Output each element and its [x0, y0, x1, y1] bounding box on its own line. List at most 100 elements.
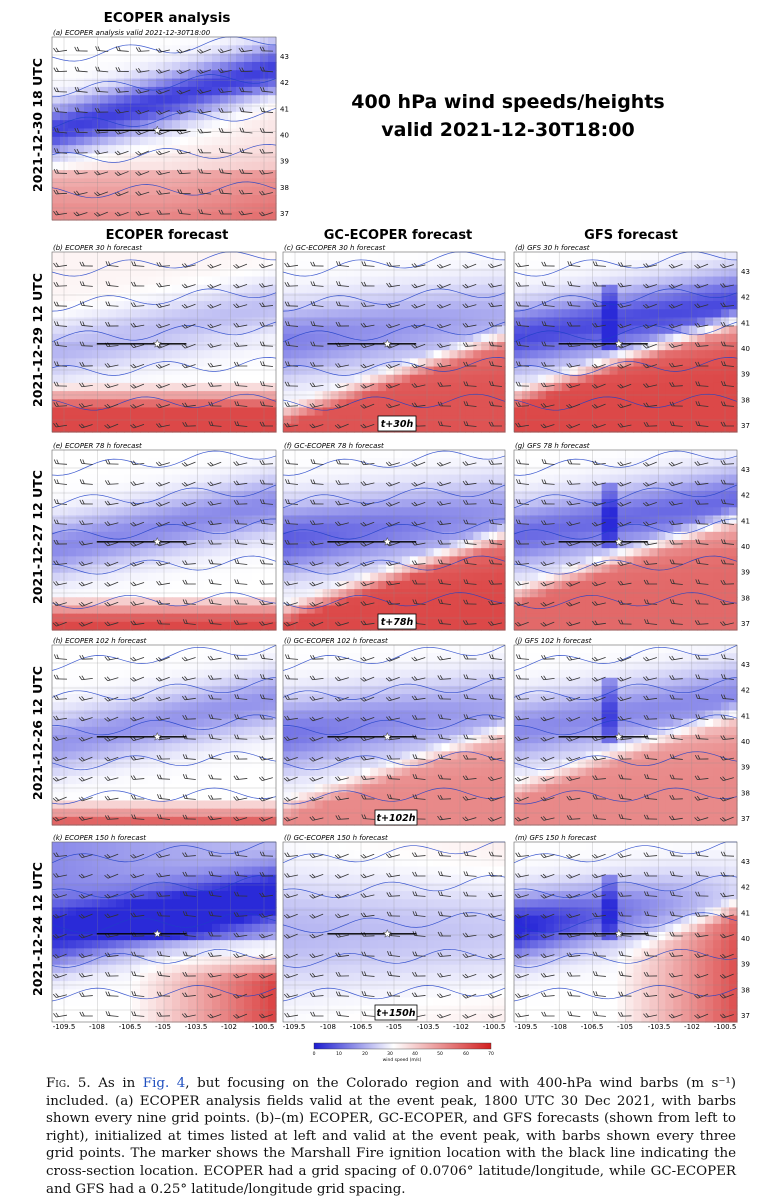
- lon-tick: -106.5: [119, 1023, 142, 1031]
- panel-label: (b) ECOPER 30 h forecast: [53, 244, 142, 252]
- colorbar-tick: 40: [412, 1051, 418, 1057]
- lat-tick: 42: [741, 884, 750, 892]
- panel-a-analysis: (a) ECOPER analysis valid 2021-12-30T18:…: [52, 29, 289, 221]
- panel-gc-1: (f) GC-ECOPER 78 h forecast: [283, 442, 506, 631]
- panel-label: (h) ECOPER 102 h forecast: [53, 637, 147, 645]
- lead-time-label-102h: t+102h: [376, 813, 415, 824]
- row-label-78h: 2021-12-27 12 UTC: [30, 470, 45, 604]
- lon-axis-col3: -109.5 -108 -106.5 -105 -103.5 -102 -100…: [515, 1023, 737, 1031]
- lon-tick: -106.5: [350, 1023, 373, 1031]
- row-label-30h: 2021-12-29 12 UTC: [30, 273, 45, 407]
- lon-tick: -105: [386, 1023, 402, 1031]
- panel-label: (a) ECOPER analysis valid 2021-12-30T18:…: [53, 29, 211, 37]
- lon-tick: -108: [551, 1023, 567, 1031]
- colorbar-label: wind speed (m/s): [383, 1057, 422, 1063]
- lead-time-box-150h: t+150h: [375, 1005, 417, 1020]
- caption-text-1: As in: [91, 1076, 143, 1091]
- lead-time-box-30h: t+30h: [378, 416, 416, 431]
- lon-tick: -102: [453, 1023, 469, 1031]
- colorbar-tick: 70: [488, 1051, 494, 1057]
- lat-tick: 40: [741, 738, 750, 746]
- colorbar: 0 10 20 30 40 50 60 70 wind speed (m/s): [313, 1043, 494, 1063]
- panel-gc-2: (i) GC-ECOPER 102 h forecast: [283, 637, 506, 826]
- lat-tick: 38: [280, 184, 289, 192]
- lat-tick: 40: [741, 345, 750, 353]
- lead-time-label-78h: t+78h: [381, 617, 414, 628]
- lon-tick: -103.5: [417, 1023, 440, 1031]
- lead-time-box-78h: t+78h: [378, 614, 416, 629]
- map-panels: (a) ECOPER analysis valid 2021-12-30T18:…: [52, 29, 750, 1023]
- lat-tick: 42: [741, 687, 750, 695]
- lat-tick: 43: [741, 661, 750, 669]
- caption-label: Fig. 5.: [46, 1076, 91, 1091]
- lon-tick: -105: [617, 1023, 633, 1031]
- panel-label: (e) ECOPER 78 h forecast: [53, 442, 142, 450]
- lat-tick: 37: [280, 210, 289, 218]
- lat-tick: 38: [741, 789, 750, 797]
- lon-tick: -109.5: [515, 1023, 538, 1031]
- lat-tick: 42: [741, 294, 750, 302]
- lat-tick: 38: [741, 594, 750, 602]
- colorbar-gradient: [314, 1043, 491, 1049]
- row-label-102h: 2021-12-26 12 UTC: [30, 666, 45, 800]
- lead-time-label-30h: t+30h: [381, 419, 414, 430]
- lon-tick: -109.5: [53, 1023, 76, 1031]
- lon-tick: -102: [684, 1023, 700, 1031]
- panel-label: (k) ECOPER 150 h forecast: [53, 834, 146, 842]
- lead-time-box-102h: t+102h: [375, 810, 417, 825]
- panel-ecoper-2: (h) ECOPER 102 h forecast: [52, 637, 277, 826]
- row-label-analysis: 2021-12-30 18 UTC: [30, 58, 45, 192]
- lon-tick: -109.5: [283, 1023, 306, 1031]
- lon-tick: -108: [320, 1023, 336, 1031]
- panel-label: (d) GFS 30 h forecast: [515, 244, 590, 252]
- figure-caption: Fig. 5. As in Fig. 4, but focusing on th…: [46, 1075, 736, 1198]
- panel-label: (c) GC-ECOPER 30 h forecast: [284, 244, 385, 252]
- panel-ecoper-0: (b) ECOPER 30 h forecast: [52, 244, 277, 433]
- lat-tick: 43: [741, 466, 750, 474]
- lat-tick: 37: [741, 815, 750, 823]
- lon-tick: -100.5: [252, 1023, 275, 1031]
- colorbar-tick: 20: [362, 1051, 368, 1057]
- panel-ecoper-1: (e) ECOPER 78 h forecast: [52, 442, 277, 631]
- lat-tick: 37: [741, 1012, 750, 1020]
- main-title-line-1: 400 hPa wind speeds/heights: [351, 91, 664, 113]
- lat-tick: 37: [741, 422, 750, 430]
- lon-tick: -105: [155, 1023, 171, 1031]
- lat-tick: 40: [280, 132, 289, 140]
- lon-tick: -103.5: [185, 1023, 208, 1031]
- lon-axis-col1: -109.5 -108 -106.5 -105 -103.5 -102 -100…: [53, 1023, 275, 1031]
- column-title-ecoper: ECOPER forecast: [106, 228, 229, 243]
- lat-tick: 40: [741, 935, 750, 943]
- main-title-line-2: valid 2021-12-30T18:00: [381, 119, 634, 141]
- lon-tick: -106.5: [581, 1023, 604, 1031]
- lat-tick: 43: [741, 268, 750, 276]
- panel-label: (j) GFS 102 h forecast: [515, 637, 592, 645]
- lon-tick: -102: [221, 1023, 237, 1031]
- caption-figure-link[interactable]: Fig. 4: [143, 1076, 186, 1091]
- lat-tick: 43: [741, 858, 750, 866]
- analysis-column-title: ECOPER analysis: [104, 10, 231, 26]
- lat-tick: 40: [741, 543, 750, 551]
- colorbar-tick: 30: [387, 1051, 393, 1057]
- lat-tick: 41: [741, 319, 750, 327]
- lat-tick: 39: [741, 961, 750, 969]
- lat-tick: 39: [741, 764, 750, 772]
- lat-tick: 39: [741, 371, 750, 379]
- lon-axis-col2: -109.5 -108 -106.5 -105 -103.5 -102 -100…: [283, 1023, 506, 1031]
- panel-gc-0: (c) GC-ECOPER 30 h forecast: [283, 244, 506, 433]
- panel-label: (l) GC-ECOPER 150 h forecast: [284, 834, 388, 842]
- lat-tick: 42: [741, 492, 750, 500]
- panel-label: (i) GC-ECOPER 102 h forecast: [284, 637, 388, 645]
- caption-text-2: , but focusing on the Colorado region an…: [46, 1076, 736, 1197]
- lat-tick: 43: [280, 53, 289, 61]
- column-title-gc-ecoper: GC-ECOPER forecast: [324, 228, 473, 243]
- panel-label: (g) GFS 78 h forecast: [515, 442, 590, 450]
- lat-tick: 37: [741, 620, 750, 628]
- lat-tick: 41: [741, 517, 750, 525]
- colorbar-tick: 50: [437, 1051, 443, 1057]
- panel-gc-3: (l) GC-ECOPER 150 h forecast: [283, 834, 506, 1023]
- lat-tick: 42: [280, 79, 289, 87]
- figure-canvas: ECOPER analysis 400 hPa wind speeds/heig…: [0, 0, 770, 1070]
